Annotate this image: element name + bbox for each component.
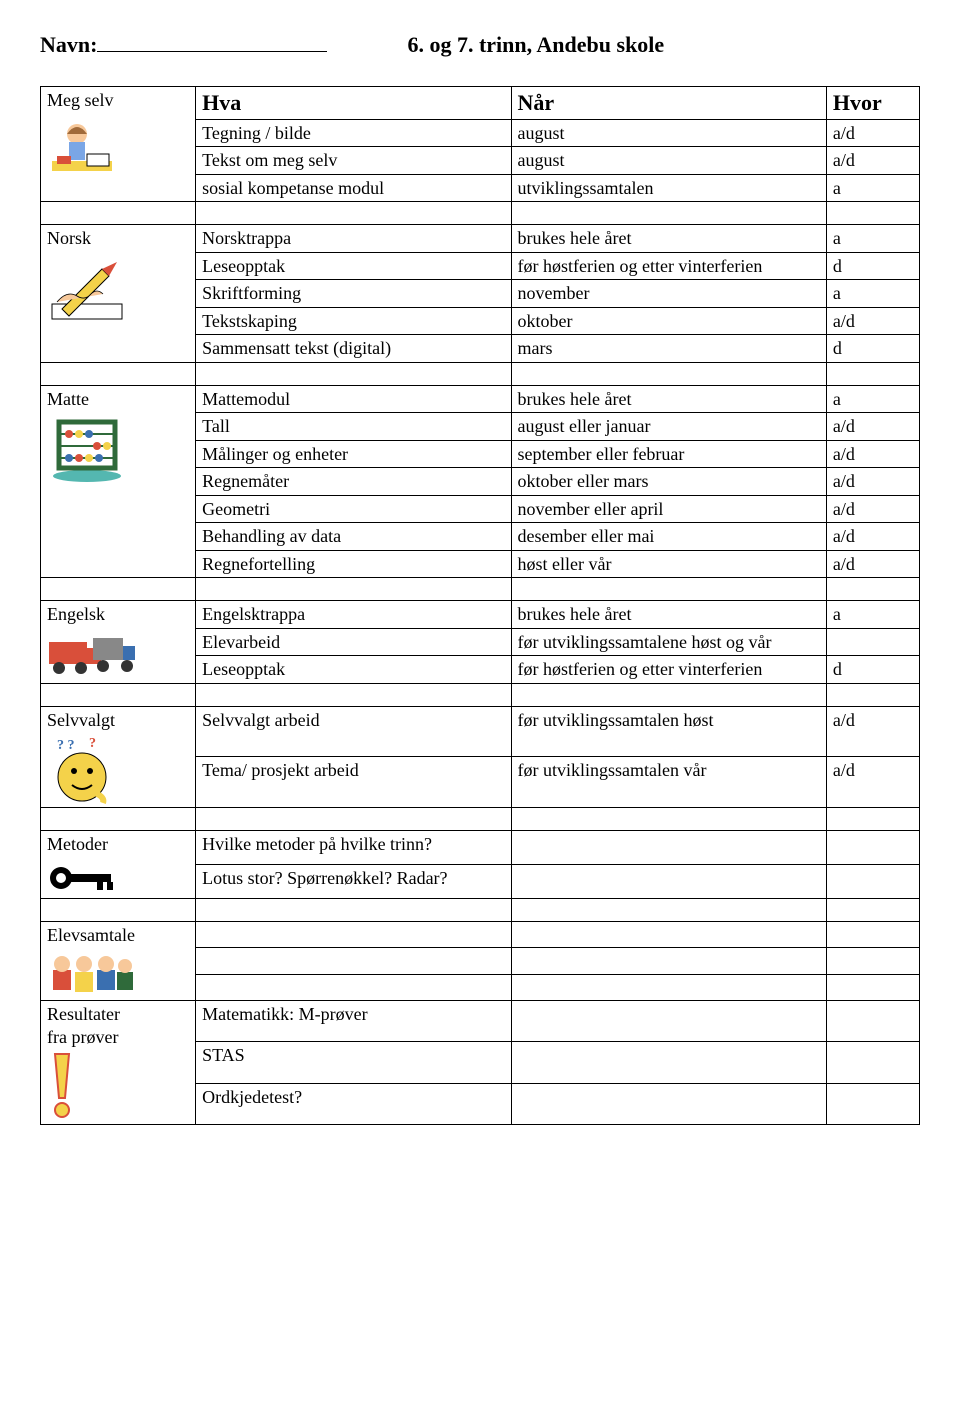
section-label-matte: Matte — [41, 385, 196, 578]
exclamation-icon — [47, 1052, 189, 1122]
col-nar: Når — [511, 87, 826, 120]
children-group-icon — [47, 950, 189, 998]
header-right: 6. og 7. trinn, Andebu skole — [407, 32, 664, 58]
table-row: Selvvalgt ? ? ? Selvvalgt arbeidfør utvi… — [41, 706, 920, 757]
abacus-icon — [47, 414, 189, 484]
spacer-row — [41, 808, 920, 831]
name-blank-line — [97, 51, 327, 52]
section-label-resultater: Resultater fra prøver — [41, 1001, 196, 1125]
spacer-row — [41, 202, 920, 225]
thinking-smiley-icon: ? ? ? — [47, 735, 189, 805]
section-label-megselv: Meg selv — [41, 87, 196, 202]
spacer-row — [41, 683, 920, 706]
spacer-row — [41, 362, 920, 385]
section-label-elevsamtale: Elevsamtale — [41, 921, 196, 1001]
section-label-engelsk: Engelsk — [41, 601, 196, 684]
section-label-selvvalgt: Selvvalgt ? ? ? — [41, 706, 196, 808]
col-hvor: Hvor — [826, 87, 919, 120]
name-label: Navn: — [40, 32, 97, 58]
page-header: Navn: 6. og 7. trinn, Andebu skole — [40, 32, 920, 58]
trucks-icon — [47, 630, 189, 680]
key-icon — [47, 860, 189, 896]
section-label-norsk: Norsk — [41, 225, 196, 363]
table-row: Elevsamtale — [41, 921, 920, 948]
spacer-row — [41, 578, 920, 601]
table-row: Metoder Hvilke metoder på hvilke trinn? — [41, 831, 920, 865]
svg-text:?: ? — [89, 736, 96, 751]
main-table: Meg selv Hva Når Hvor Tegning / bildeaug… — [40, 86, 920, 1125]
section-label-metoder: Metoder — [41, 831, 196, 899]
column-header-row: Meg selv Hva Når Hvor — [41, 87, 920, 120]
table-row: Resultater fra prøver Matematikk: M-prøv… — [41, 1001, 920, 1042]
hand-pencil-icon — [47, 254, 189, 324]
child-reading-icon — [47, 116, 189, 176]
table-row: Engelsk Engelsktrappabrukes hele åreta — [41, 601, 920, 629]
spacer-row — [41, 898, 920, 921]
col-hva: Hva — [196, 87, 511, 120]
table-row: Matte Mattemodulbrukes hele åreta — [41, 385, 920, 413]
table-row: Norsk Norsktrappabrukes hele åreta — [41, 225, 920, 253]
svg-text:? ?: ? ? — [57, 738, 75, 753]
